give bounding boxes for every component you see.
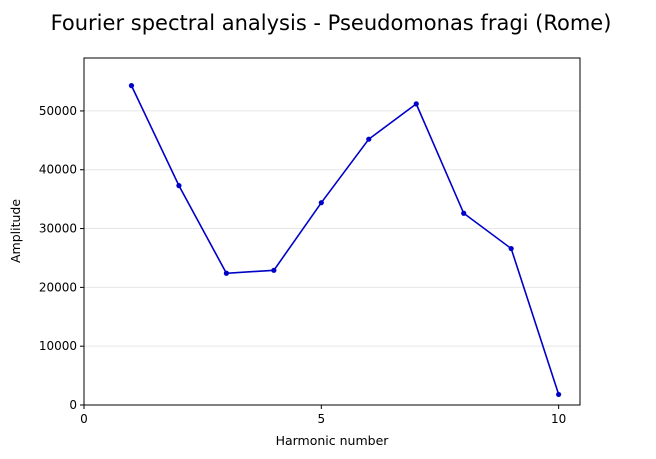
y-tick-label: 20000 [39,280,77,294]
data-point [461,210,467,216]
y-axis-label: Amplitude [8,199,23,263]
y-tick-label: 40000 [39,163,77,177]
x-tick-label: 5 [318,412,326,426]
series-line [130,85,560,395]
data-point [556,391,562,398]
data-point [271,267,277,273]
data-point [508,245,514,252]
data-point [223,270,229,276]
data-point [128,83,135,89]
chart-title: Fourier spectral analysis - Pseudomonas … [51,11,612,35]
data-point [318,200,324,206]
data-point [413,101,419,107]
series-group [128,83,562,398]
plot-frame [83,57,581,406]
data-point [366,136,372,142]
y-tick-label: 10000 [39,339,77,353]
y-tick-label: 30000 [39,222,77,236]
y-axis: 0 10000 20000 30000 40000 50000 [39,104,84,412]
x-tick-label: 10 [551,412,566,426]
data-point [176,183,182,189]
x-axis-label: Harmonic number [276,433,390,448]
x-axis: 0 5 10 [80,405,566,426]
y-tick-label: 0 [69,398,77,412]
x-tick-label: 0 [80,412,88,426]
grid-lines [84,110,580,347]
y-tick-label: 50000 [39,104,77,118]
